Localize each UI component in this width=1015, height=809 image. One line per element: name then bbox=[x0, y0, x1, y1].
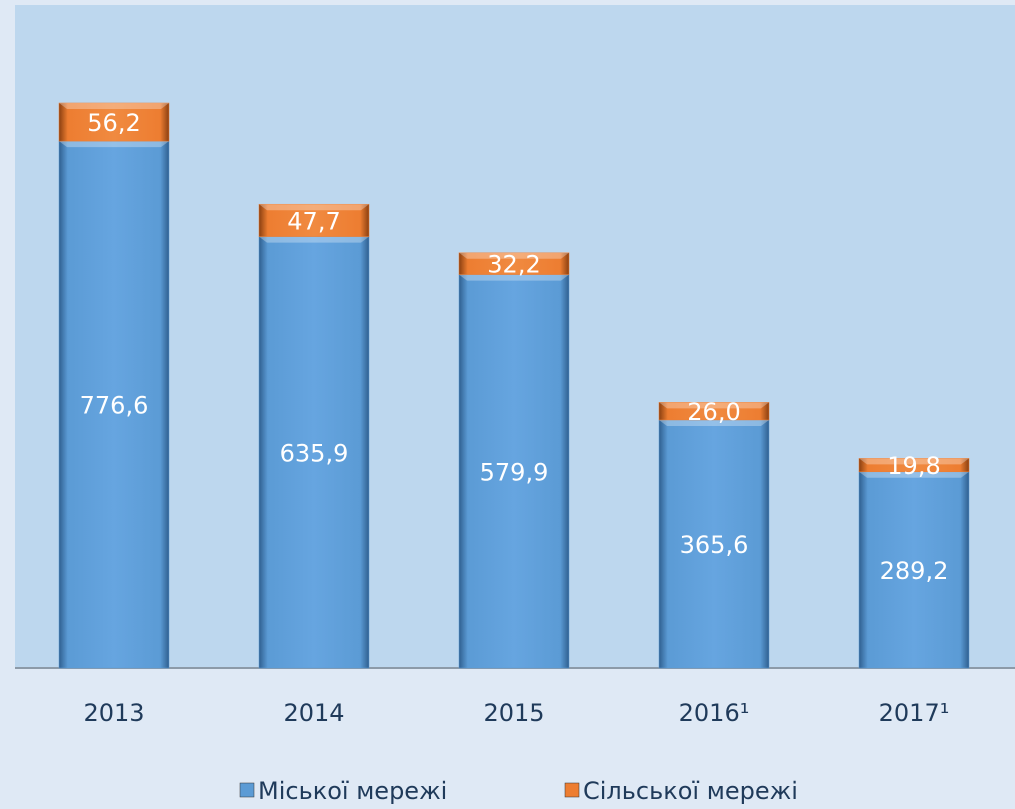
bar-bevel bbox=[59, 141, 169, 148]
bar-bevel bbox=[859, 471, 969, 478]
data-label: 56,2 bbox=[87, 109, 140, 137]
legend-label: Сільської мережі bbox=[583, 777, 798, 805]
x-tick-label: 2017¹ bbox=[879, 699, 950, 727]
bar-segment bbox=[458, 252, 570, 275]
legend-marker bbox=[564, 782, 580, 798]
data-label: 289,2 bbox=[880, 557, 949, 585]
x-tick-label: 2013 bbox=[83, 699, 144, 727]
bar-segment bbox=[658, 419, 770, 669]
data-label: 635,9 bbox=[280, 439, 349, 467]
bar-segment bbox=[258, 236, 370, 669]
data-label: 776,6 bbox=[80, 392, 149, 420]
legend-marker bbox=[239, 782, 255, 798]
bar-bevel bbox=[259, 236, 369, 243]
x-tick-label: 2016¹ bbox=[679, 699, 750, 727]
data-label: 365,6 bbox=[680, 531, 749, 559]
data-label: 32,2 bbox=[487, 251, 540, 279]
bar-bevel bbox=[259, 204, 369, 211]
bar-bevel bbox=[59, 103, 169, 109]
bar-bevel bbox=[459, 252, 569, 259]
bar-segment bbox=[458, 274, 570, 669]
bar-bevel bbox=[659, 402, 769, 409]
bar-bevel bbox=[659, 419, 769, 426]
data-label: 26,0 bbox=[687, 398, 740, 426]
bar-segment bbox=[58, 140, 170, 669]
legend-label: Міської мережі bbox=[258, 777, 447, 805]
bar-bevel bbox=[459, 274, 569, 281]
bar-bevel bbox=[859, 458, 969, 465]
bar-segment bbox=[858, 471, 970, 669]
bar-segment bbox=[58, 102, 170, 142]
data-label: 19,8 bbox=[887, 452, 940, 480]
x-tick-label: 2014 bbox=[283, 699, 344, 727]
bar-segment bbox=[858, 458, 970, 473]
bar-segment bbox=[658, 402, 770, 421]
data-label: 47,7 bbox=[287, 207, 340, 235]
bar-segment bbox=[258, 203, 370, 237]
data-label: 579,9 bbox=[480, 458, 549, 486]
x-tick-label: 2015 bbox=[483, 699, 544, 727]
